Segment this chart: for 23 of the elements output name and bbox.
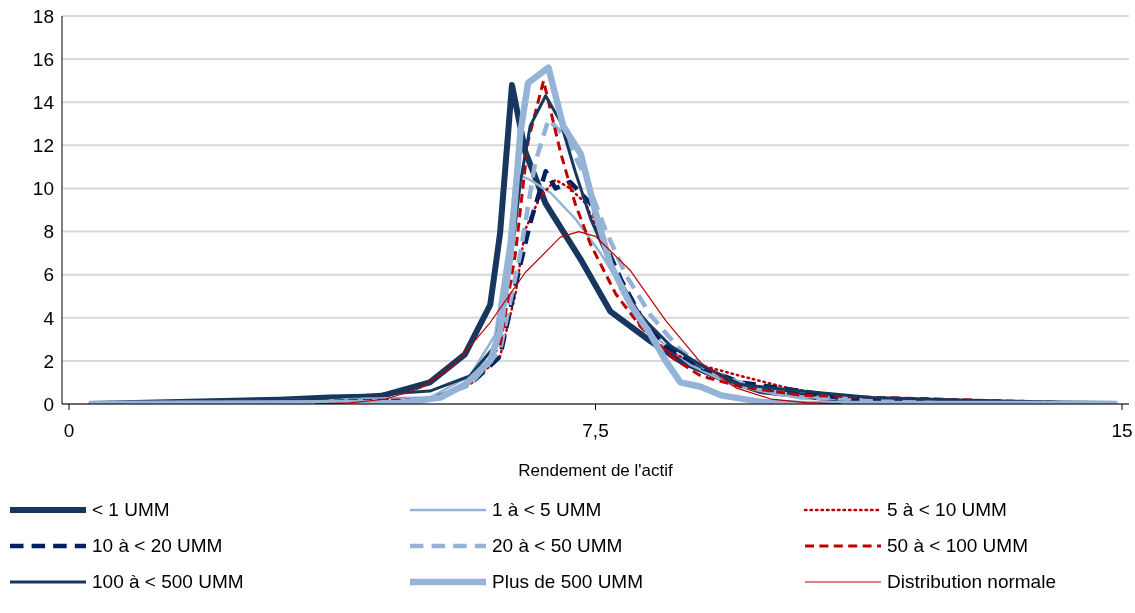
- y-tick-label: 0: [43, 393, 54, 415]
- y-tick-label: 6: [43, 264, 54, 286]
- legend-label: < 1 UMM: [92, 499, 170, 521]
- x-tick-label: 0: [63, 420, 75, 442]
- y-tick-label: 12: [32, 135, 54, 157]
- legend-label: Plus de 500 UMM: [492, 571, 644, 593]
- y-tick-label: 10: [32, 178, 54, 200]
- y-tick-label: 14: [32, 91, 55, 113]
- legend-label: 1 à < 5 UMM: [492, 499, 602, 521]
- y-tick-label: 8: [43, 221, 54, 243]
- x-tick-label: 7,5: [582, 420, 609, 442]
- y-tick-label: 2: [43, 350, 54, 372]
- legend-label: 5 à < 10 UMM: [887, 499, 1007, 521]
- y-tick-label: 4: [43, 307, 55, 329]
- y-tick-label: 18: [32, 5, 54, 27]
- x-tick-label: 15: [1111, 420, 1133, 442]
- legend-label: 100 à < 500 UMM: [92, 571, 244, 593]
- y-tick-label: 16: [32, 48, 54, 70]
- legend-label: 50 à < 100 UMM: [887, 535, 1028, 557]
- x-axis-title: Rendement de l'actif: [518, 461, 673, 480]
- legend-label: 10 à < 20 UMM: [92, 535, 223, 557]
- legend-label: 20 à < 50 UMM: [492, 535, 623, 557]
- legend-label: Distribution normale: [887, 571, 1056, 593]
